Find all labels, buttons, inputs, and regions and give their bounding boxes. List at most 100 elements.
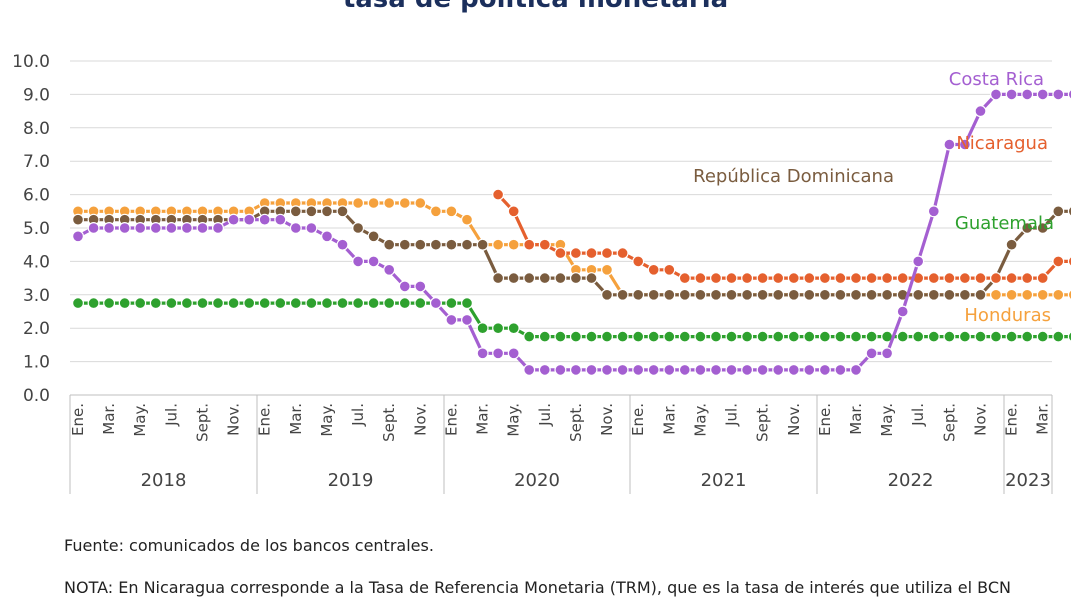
y-tick-label: 10.0 — [12, 52, 50, 72]
x-tick-label: Sept. — [380, 403, 398, 442]
data-point — [865, 330, 878, 343]
data-point — [1021, 272, 1034, 285]
data-point — [600, 288, 613, 301]
data-point — [772, 288, 785, 301]
data-point — [165, 297, 178, 310]
data-point — [554, 330, 567, 343]
data-point — [927, 272, 940, 285]
data-point — [258, 297, 271, 310]
data-point — [445, 205, 458, 218]
series-label: Honduras — [964, 305, 1051, 326]
data-point — [709, 272, 722, 285]
data-point — [196, 222, 209, 235]
x-tick-label: Mar. — [100, 403, 118, 435]
data-point — [321, 297, 334, 310]
data-point — [632, 330, 645, 343]
data-point — [87, 222, 100, 235]
data-point — [1005, 272, 1018, 285]
data-point — [943, 330, 956, 343]
data-point — [71, 297, 84, 310]
data-point — [849, 363, 862, 376]
data-point — [787, 288, 800, 301]
data-point — [243, 213, 256, 226]
data-point — [336, 297, 349, 310]
data-point — [523, 330, 536, 343]
x-tick-label: Sept. — [754, 403, 772, 442]
data-point — [632, 255, 645, 268]
data-point — [741, 330, 754, 343]
data-point — [554, 272, 567, 285]
x-tick-label: Mar. — [474, 403, 492, 435]
data-point — [989, 330, 1002, 343]
data-point — [958, 288, 971, 301]
y-tick-label: 0.0 — [23, 386, 50, 406]
x-tick-label: Sept. — [567, 403, 585, 442]
data-point — [445, 313, 458, 326]
x-tick-label: Ene. — [69, 403, 87, 436]
data-point — [974, 272, 987, 285]
x-tick-label: Nov. — [971, 403, 989, 436]
data-point — [352, 255, 365, 268]
x-tick-label: Nov. — [225, 403, 243, 436]
data-point — [725, 330, 738, 343]
data-point — [974, 330, 987, 343]
y-tick-label: 1.0 — [23, 353, 50, 373]
data-point — [1067, 205, 1071, 217]
data-point — [1005, 330, 1018, 343]
data-point — [352, 197, 365, 210]
data-point — [881, 272, 894, 285]
data-point — [492, 322, 505, 335]
data-point — [663, 288, 676, 301]
data-point — [492, 272, 505, 285]
x-tick-label: May. — [691, 403, 709, 437]
x-tick-label: Jul. — [162, 403, 180, 427]
data-point — [787, 363, 800, 376]
x-tick-label: Mar. — [847, 403, 865, 435]
data-point — [461, 213, 474, 226]
data-point — [865, 272, 878, 285]
data-point — [165, 222, 178, 235]
data-point — [492, 238, 505, 251]
year-label: 2020 — [514, 470, 560, 491]
data-point — [461, 297, 474, 310]
data-point — [694, 330, 707, 343]
data-point — [569, 330, 582, 343]
data-point — [507, 205, 520, 218]
data-point — [1052, 330, 1065, 343]
data-point — [881, 288, 894, 301]
x-tick-label: Ene. — [816, 403, 834, 436]
data-point — [647, 330, 660, 343]
data-point — [227, 213, 240, 226]
data-point — [352, 222, 365, 235]
data-point — [1067, 256, 1071, 267]
data-point — [476, 347, 489, 360]
data-point — [134, 297, 147, 310]
data-point — [569, 247, 582, 260]
data-point — [1021, 330, 1034, 343]
data-point — [989, 272, 1002, 285]
data-point — [912, 288, 925, 301]
data-point — [678, 363, 691, 376]
data-point — [647, 263, 660, 276]
x-tick-label: Ene. — [442, 403, 460, 436]
y-tick-label: 9.0 — [23, 85, 50, 105]
data-point — [772, 272, 785, 285]
data-point — [538, 238, 551, 251]
data-point — [1036, 88, 1049, 101]
x-tick-label: Jul. — [909, 403, 927, 427]
data-point — [741, 288, 754, 301]
data-point — [787, 330, 800, 343]
data-point — [321, 230, 334, 243]
data-point — [678, 272, 691, 285]
x-tick-label: Nov. — [411, 403, 429, 436]
series-label: Guatemala — [955, 213, 1054, 234]
data-point — [180, 222, 193, 235]
data-point — [367, 255, 380, 268]
data-point — [647, 363, 660, 376]
data-point — [414, 280, 427, 293]
source-note: Fuente: comunicados de los bancos centra… — [64, 536, 434, 555]
data-point — [507, 347, 520, 360]
data-point — [118, 222, 131, 235]
data-point — [476, 322, 489, 335]
data-point — [1067, 331, 1071, 342]
